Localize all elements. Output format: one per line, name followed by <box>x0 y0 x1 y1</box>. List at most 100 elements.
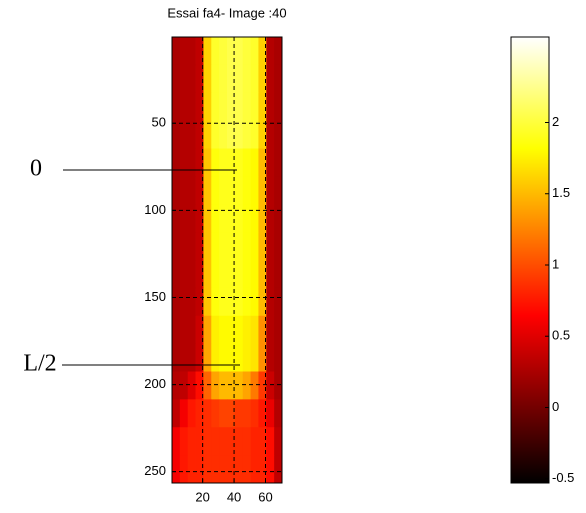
heatmap-cell <box>203 343 212 372</box>
heatmap-cell <box>172 455 181 484</box>
heatmap-cell <box>179 455 189 484</box>
heatmap-cell <box>179 287 189 317</box>
heatmap-cell <box>211 427 220 456</box>
heatmap-cell <box>250 343 259 372</box>
heatmap-cell <box>274 371 283 400</box>
heatmap-cell <box>219 148 228 177</box>
chart-title: Essai fa4- Image :40 <box>167 5 286 20</box>
heatmap-cell <box>172 287 181 317</box>
heatmap-cell <box>187 343 196 372</box>
heatmap-cell <box>172 399 181 428</box>
heatmap-cell <box>250 92 259 122</box>
heatmap-cell <box>258 287 267 317</box>
heatmap-cell <box>195 399 204 428</box>
heatmap-cell <box>242 399 251 428</box>
heatmap-cell <box>179 232 189 261</box>
annotation: L/2 <box>23 351 56 377</box>
heatmap-cell <box>266 455 275 484</box>
heatmap-cell <box>203 37 212 66</box>
colorbar-tick-label: 2 <box>552 114 559 129</box>
heatmap-cell <box>195 427 204 456</box>
heatmap-cell <box>250 315 259 345</box>
colorbar <box>510 36 550 484</box>
heatmap-cell <box>250 37 259 66</box>
heatmap-cell <box>250 204 259 233</box>
heatmap-cell <box>227 343 236 372</box>
heatmap-cell <box>266 399 275 428</box>
heatmap-cell <box>250 455 259 484</box>
heatmap-cell <box>250 176 259 205</box>
colorbar-tick-label: 1 <box>552 256 559 271</box>
heatmap-cell <box>274 37 283 66</box>
heatmap-cell <box>234 37 244 66</box>
heatmap-cell <box>203 315 212 345</box>
heatmap-cell <box>242 232 251 261</box>
heatmap-cell <box>266 427 275 456</box>
heatmap-cell <box>234 64 244 94</box>
heatmap-cell <box>234 343 244 372</box>
heatmap-cell <box>242 343 251 372</box>
heatmap-cell <box>274 427 283 456</box>
heatmap-cell <box>234 260 244 289</box>
heatmap-cell <box>250 287 259 317</box>
heatmap-cell <box>219 120 228 149</box>
heatmap-cell <box>219 455 228 484</box>
colorbar-tick-label: 1.5 <box>552 185 570 200</box>
heatmap-cell <box>203 64 212 94</box>
heatmap-cell <box>187 64 196 94</box>
heatmap-cell <box>258 343 267 372</box>
heatmap-cell <box>258 232 267 261</box>
axes-frame <box>171 36 283 484</box>
heatmap-cell <box>219 427 228 456</box>
heatmap-cell <box>242 204 251 233</box>
heatmap-cell <box>219 399 228 428</box>
heatmap-cell <box>203 232 212 261</box>
heatmap-cell <box>258 64 267 94</box>
heatmap-cell <box>172 176 181 205</box>
heatmap-cell <box>219 176 228 205</box>
heatmap-cell <box>258 148 267 177</box>
heatmap-cell <box>266 204 275 233</box>
heatmap-cell <box>227 315 236 345</box>
heatmap-cell <box>203 260 212 289</box>
heatmap-cell <box>187 427 196 456</box>
heatmap-cell <box>274 315 283 345</box>
heatmap-cell <box>219 260 228 289</box>
heatmap-cell <box>172 148 181 177</box>
heatmap-cell <box>258 204 267 233</box>
y-tick-label: 200 <box>144 376 166 391</box>
heatmap-cell <box>211 232 220 261</box>
heatmap <box>172 37 283 484</box>
heatmap-cell <box>172 204 181 233</box>
heatmap-cell <box>266 343 275 372</box>
heatmap-cell <box>211 371 220 400</box>
heatmap-cell <box>172 315 181 345</box>
heatmap-cell <box>211 92 220 122</box>
heatmap-cell <box>250 371 259 400</box>
heatmap-cell <box>172 371 181 400</box>
heatmap-cell <box>203 455 212 484</box>
heatmap-cell <box>195 176 204 205</box>
heatmap-cell <box>227 399 236 428</box>
heatmap-cell <box>266 287 275 317</box>
y-tick-label: 250 <box>144 463 166 478</box>
heatmap-cell <box>258 399 267 428</box>
heatmap-cell <box>234 399 244 428</box>
heatmap-cell <box>258 315 267 345</box>
heatmap-cell <box>187 120 196 149</box>
heatmap-cell <box>195 204 204 233</box>
heatmap-cell <box>227 37 236 66</box>
heatmap-cell <box>219 315 228 345</box>
heatmap-cell <box>195 120 204 149</box>
overlay <box>171 36 283 484</box>
heatmap-cell <box>211 176 220 205</box>
heatmap-cell <box>219 343 228 372</box>
heatmap-cell <box>172 37 181 66</box>
heatmap-cell <box>179 371 189 400</box>
heatmap-cell <box>219 371 228 400</box>
heatmap-cell <box>234 232 244 261</box>
heatmap-cell <box>195 92 204 122</box>
heatmap-cell <box>219 92 228 122</box>
colorbar-tick-label: 0 <box>552 399 559 414</box>
heatmap-cell <box>227 371 236 400</box>
